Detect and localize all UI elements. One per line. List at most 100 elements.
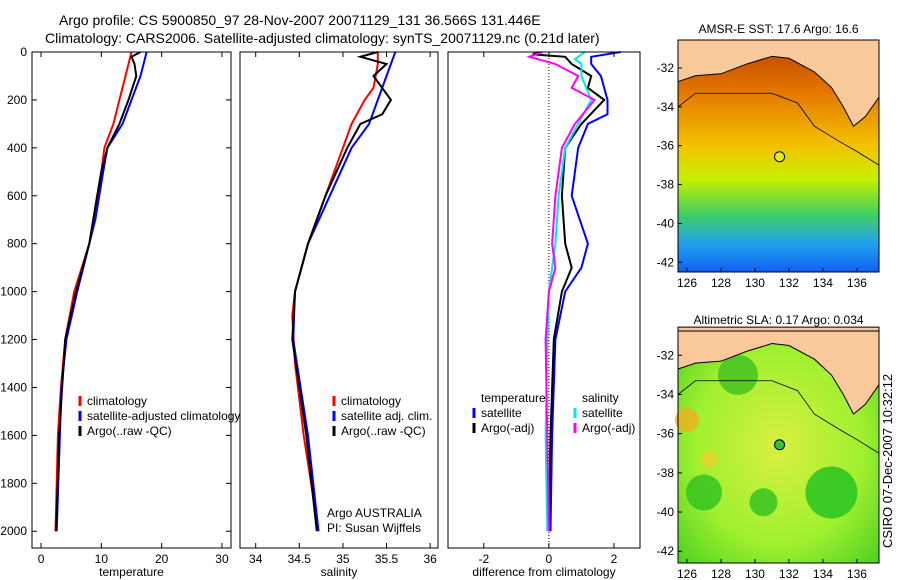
x-axis-label: temperature	[99, 565, 164, 579]
x-tick-label: 0	[546, 552, 553, 566]
y-tick-label: -34	[657, 100, 675, 114]
map-box	[677, 330, 880, 564]
x-tick-label: 20	[155, 552, 169, 566]
y-tick-label: -40	[657, 216, 675, 230]
legend-entry: satellite-adjusted climatology	[87, 409, 240, 423]
map-anomaly	[701, 451, 718, 468]
depth-contour	[677, 92, 880, 166]
y-tick-label: 800	[7, 237, 27, 251]
series-line-climatology	[291, 52, 379, 532]
profile-panel-1: 0 10 20 30 0 200 400 600 800 1000 1200 1400 1600 1800…	[0, 45, 240, 579]
series-line-argo-raw-qc-	[55, 51, 141, 532]
map-box	[677, 39, 880, 273]
axes-box	[31, 51, 232, 549]
sla-map: Altimetric SLA: 0.17 Argo: 0.034 126 128 13…	[657, 313, 880, 580]
y-tick-label: -40	[657, 505, 675, 519]
series-line-satellite-adjusted-climatology	[55, 51, 148, 532]
map-anomaly	[685, 474, 722, 511]
map-anomaly	[717, 354, 758, 395]
x-tick-label: 10	[95, 552, 109, 566]
x-tick-label: 130	[745, 276, 765, 290]
x-tick-label: 36	[423, 552, 437, 566]
x-tick-label: 2	[611, 552, 618, 566]
x-tick-label: 130	[745, 567, 765, 580]
legend-entry: Argo(..raw -QC)	[87, 424, 172, 438]
y-tick-label: 2000	[0, 524, 27, 538]
series-line-temperature-satellite	[549, 51, 621, 532]
y-tick-label: -38	[657, 466, 675, 480]
y-tick-label: 1200	[0, 333, 27, 347]
y-tick-label: -34	[657, 387, 675, 401]
x-tick-label: 0	[38, 552, 45, 566]
annotation-text: PI: Susan Wijffels	[327, 521, 421, 535]
legend-entry: satellite	[481, 406, 522, 420]
map-anomaly	[675, 407, 700, 432]
series-line-salinity-satellite	[544, 51, 593, 532]
map-title: AMSR-E SST: 17.6 Argo: 16.6	[698, 22, 858, 36]
series-line-argo-raw-qc-	[291, 51, 393, 532]
y-tick-label: 200	[7, 93, 27, 107]
legend-header: salinity	[582, 391, 619, 405]
y-tick-label: -42	[657, 544, 675, 558]
legend-entry: satellite	[582, 406, 623, 420]
x-tick-label: 34	[249, 552, 263, 566]
x-axis-label: salinity	[321, 565, 358, 579]
series-line-salinity-argo-adj-	[526, 51, 596, 532]
axes-box	[239, 51, 439, 549]
series-line-temperature-argo-adj-	[532, 51, 606, 532]
y-tick-label: -36	[657, 427, 675, 441]
y-tick-label: 1000	[0, 285, 27, 299]
y-tick-label: 1800	[0, 476, 27, 490]
y-tick-label: 400	[7, 141, 27, 155]
x-tick-label: 134	[813, 567, 833, 580]
legend-header: temperature	[481, 391, 546, 405]
x-tick-label: 35.5	[375, 552, 399, 566]
legend-entry: climatology	[87, 394, 147, 408]
map-title: Altimetric SLA: 0.17 Argo: 0.034	[693, 313, 863, 327]
argo-location-marker	[774, 439, 786, 451]
legend-entry: satellite adj. clim.	[341, 409, 432, 423]
y-tick-label: 1400	[0, 380, 27, 394]
x-tick-label: 128	[711, 276, 731, 290]
y-tick-label: -36	[657, 139, 675, 153]
x-tick-label: 35	[336, 552, 350, 566]
x-axis-label: difference from climatology	[472, 565, 615, 579]
x-tick-label: 136	[847, 567, 867, 580]
x-tick-label: 134	[813, 276, 833, 290]
title-line-2: Climatology: CARS2006. Satellite-adjuste…	[45, 30, 600, 46]
y-tick-label: 0	[20, 45, 27, 59]
y-tick-label: -42	[657, 255, 675, 269]
x-tick-label: 34.5	[288, 552, 312, 566]
map-anomaly	[805, 466, 858, 519]
title-line-1: Argo profile: CS 5900850_97 28-Nov-2007 …	[59, 12, 541, 28]
y-tick-label: -32	[657, 61, 675, 75]
legend-entry: Argo(..raw -QC)	[341, 424, 426, 438]
argo-location-marker	[774, 151, 786, 163]
y-tick-label: -32	[657, 348, 675, 362]
x-tick-label: 126	[677, 567, 697, 580]
y-tick-label: -38	[657, 178, 675, 192]
legend-entry: Argo(-adj)	[481, 421, 534, 435]
side-label: CSIRO 07-Dec-2007 10:32:12	[880, 373, 895, 548]
map-anomaly	[749, 488, 778, 517]
x-tick-label: 126	[677, 276, 697, 290]
depth-contour	[677, 380, 880, 454]
axes-box	[447, 51, 641, 549]
y-tick-label: 1600	[0, 428, 27, 442]
x-tick-label: 128	[711, 567, 731, 580]
x-tick-label: 132	[779, 567, 799, 580]
profile-panel-2: 34 34.5 35 35.5 36 salinity climatologysatelli…	[239, 51, 439, 579]
y-tick-label: 600	[7, 189, 27, 203]
x-tick-label: 30	[215, 552, 229, 566]
annotation-text: Argo AUSTRALIA	[327, 506, 422, 520]
series-line-satellite-adj-clim-	[292, 51, 397, 532]
x-tick-label: -2	[478, 552, 489, 566]
x-tick-label: 136	[847, 276, 867, 290]
sst-map: AMSR-E SST: 17.6 Argo: 16.6 126 128 130 132 1…	[657, 22, 880, 290]
legend-entry: climatology	[341, 394, 401, 408]
x-tick-label: 132	[779, 276, 799, 290]
legend-entry: Argo(-adj)	[582, 421, 635, 435]
